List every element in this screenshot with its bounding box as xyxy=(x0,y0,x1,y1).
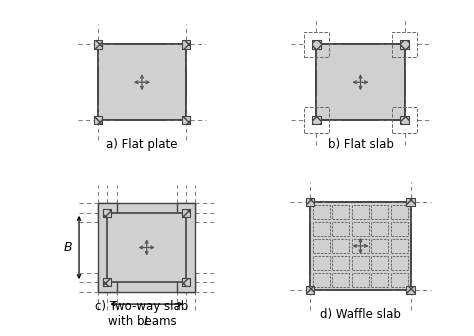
Bar xyxy=(98,203,117,292)
Bar xyxy=(352,272,369,287)
Bar xyxy=(182,278,190,286)
Bar xyxy=(332,272,349,287)
Bar xyxy=(391,239,408,253)
Bar xyxy=(372,272,389,287)
Bar xyxy=(407,198,415,206)
Text: c) Two-way slab
with beams: c) Two-way slab with beams xyxy=(95,300,189,328)
Bar xyxy=(312,116,321,124)
Bar xyxy=(182,116,191,124)
Bar xyxy=(182,116,191,124)
Bar xyxy=(352,256,369,270)
Bar xyxy=(407,198,415,206)
Bar xyxy=(98,203,195,222)
Bar xyxy=(407,286,415,294)
Bar xyxy=(332,239,349,253)
Bar xyxy=(352,205,369,219)
Bar xyxy=(391,256,408,270)
Bar xyxy=(372,222,389,236)
Bar xyxy=(332,222,349,236)
Bar xyxy=(103,278,111,286)
Bar xyxy=(182,40,191,49)
Bar xyxy=(372,239,389,253)
Bar xyxy=(306,198,314,206)
Bar xyxy=(400,40,409,49)
Bar xyxy=(103,209,111,217)
Text: $B$: $B$ xyxy=(63,241,73,254)
Bar xyxy=(313,256,330,270)
Bar xyxy=(304,32,329,57)
Bar xyxy=(312,40,321,49)
Bar xyxy=(391,272,408,287)
Bar xyxy=(312,116,321,124)
Bar xyxy=(392,32,417,57)
Bar xyxy=(182,40,191,49)
Bar xyxy=(392,108,417,133)
Bar xyxy=(306,286,314,294)
Bar xyxy=(98,44,186,120)
Bar xyxy=(352,239,369,253)
Bar xyxy=(304,108,329,133)
Bar xyxy=(306,198,314,206)
Bar xyxy=(400,116,409,124)
Bar xyxy=(93,40,102,49)
Bar xyxy=(103,209,111,217)
Bar xyxy=(332,256,349,270)
Bar xyxy=(372,205,389,219)
Bar xyxy=(93,116,102,124)
Bar xyxy=(182,209,190,217)
Bar xyxy=(313,205,330,219)
Bar xyxy=(107,213,186,282)
Bar xyxy=(312,40,321,49)
Bar xyxy=(352,222,369,236)
Bar xyxy=(313,222,330,236)
Bar xyxy=(182,209,190,217)
Bar xyxy=(306,286,314,294)
Bar xyxy=(93,116,102,124)
Bar xyxy=(332,205,349,219)
Bar xyxy=(313,239,330,253)
Bar xyxy=(93,40,102,49)
Bar xyxy=(391,222,408,236)
Text: $L$: $L$ xyxy=(143,315,151,328)
Text: d) Waffle slab: d) Waffle slab xyxy=(320,308,401,322)
Bar xyxy=(391,205,408,219)
Bar xyxy=(400,116,409,124)
Text: a) Flat plate: a) Flat plate xyxy=(106,138,178,152)
Bar xyxy=(310,202,411,290)
Bar xyxy=(177,203,195,292)
Bar xyxy=(372,256,389,270)
Bar xyxy=(98,272,195,292)
Bar xyxy=(103,278,111,286)
Text: b) Flat slab: b) Flat slab xyxy=(328,138,393,152)
Bar xyxy=(317,44,404,120)
Bar xyxy=(313,272,330,287)
Bar xyxy=(407,286,415,294)
Bar xyxy=(400,40,409,49)
Bar xyxy=(182,278,190,286)
